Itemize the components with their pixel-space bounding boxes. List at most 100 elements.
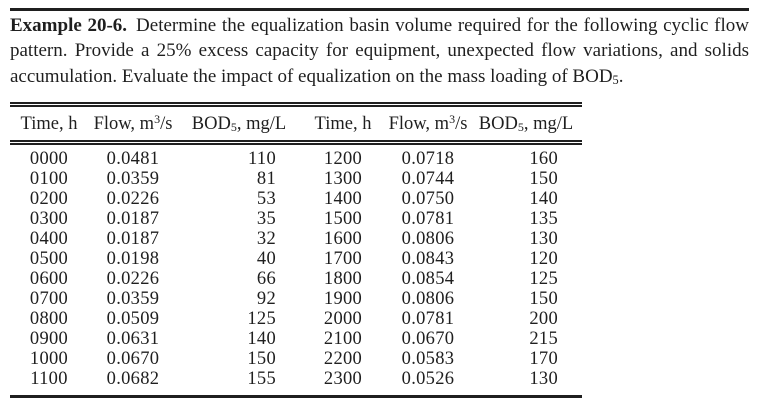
table-cell: 150 xyxy=(529,169,558,189)
flow-data-table: Time, h Flow, m3/s BOD5, mg/L Time, h Fl… xyxy=(10,102,582,398)
table-cell: 215 xyxy=(529,329,558,349)
table-row: 0800 0.0509 125 2000 0.0781 200 xyxy=(10,309,582,329)
table-row: 0000 0.0481 110 1200 0.0718 160 xyxy=(10,143,582,170)
table-cell: 110 xyxy=(248,149,276,169)
table-cell: 155 xyxy=(247,369,276,389)
table-cell: 0.0843 xyxy=(401,249,455,269)
table-cell: 0.0631 xyxy=(106,329,160,349)
col-header-flow-1: Flow, m3/s xyxy=(88,105,178,143)
col-header-time-1: Time, h xyxy=(10,105,88,143)
table-cell: 2200 xyxy=(323,349,363,369)
table-cell: 150 xyxy=(247,349,276,369)
flow-header-label: Flow, m xyxy=(93,114,155,134)
table-cell: 0.0226 xyxy=(106,269,160,289)
table-header-row: Time, h Flow, m3/s BOD5, mg/L Time, h Fl… xyxy=(10,104,582,143)
table-cell: 0.0718 xyxy=(401,149,455,169)
table-cell: 1100 xyxy=(30,369,68,389)
example-text: Determine the equalization basin volume … xyxy=(10,15,749,87)
table-row: 0400 0.0187 32 1600 0.0806 130 xyxy=(10,229,582,249)
table-cell: 2300 xyxy=(323,369,363,389)
flow-unit-exponent: 3 xyxy=(449,112,456,126)
table-cell: 0.0481 xyxy=(106,149,160,169)
table-cell: 0200 xyxy=(29,189,69,209)
table-cell: 1800 xyxy=(323,269,363,289)
table-cell: 140 xyxy=(247,329,276,349)
table-row: 0600 0.0226 66 1800 0.0854 125 xyxy=(10,269,582,289)
table-cell: 130 xyxy=(529,369,558,389)
table-cell: 0.0509 xyxy=(106,309,160,329)
table-cell: 0000 xyxy=(29,149,69,169)
col-header-flow-2: Flow, m3/s xyxy=(386,105,470,143)
table-cell: 0.0187 xyxy=(106,209,160,229)
table-row: 0900 0.0631 140 2100 0.0670 215 xyxy=(10,329,582,349)
table-cell: 125 xyxy=(529,269,558,289)
bod-header-unit: , mg/L xyxy=(523,114,574,134)
table-cell: 130 xyxy=(529,229,558,249)
table-cell: 0.0359 xyxy=(106,289,160,309)
table-cell: 0.0854 xyxy=(401,269,455,289)
table-cell: 53 xyxy=(256,189,276,209)
table-cell: 0.0198 xyxy=(106,249,160,269)
table-cell: 0.0744 xyxy=(401,169,455,189)
example-text-end: . xyxy=(618,65,624,87)
table-cell: 32 xyxy=(256,229,276,249)
table-row: 1100 0.0682 155 2300 0.0526 130 xyxy=(10,369,582,397)
bod-header-label: BOD xyxy=(478,114,518,134)
flow-header-label: Flow, m xyxy=(388,114,450,134)
bod-header-label: BOD xyxy=(191,114,231,134)
table-cell: 200 xyxy=(529,309,558,329)
table-row: 0100 0.0359 81 1300 0.0744 150 xyxy=(10,169,582,189)
example-paragraph: Example 20-6. Determine the equalization … xyxy=(10,13,749,89)
table-cell: 1600 xyxy=(323,229,363,249)
table-cell: 0400 xyxy=(29,229,69,249)
table-cell: 0.0583 xyxy=(401,349,455,369)
time-header-label: Time, h xyxy=(314,114,372,134)
table-cell: 125 xyxy=(247,309,276,329)
table-cell: 1500 xyxy=(323,209,363,229)
bod-header-subscript: 5 xyxy=(517,120,524,135)
table-cell: 0.0526 xyxy=(401,369,455,389)
table-cell: 0.0670 xyxy=(401,329,455,349)
table-cell: 160 xyxy=(529,149,558,169)
table-cell: 0.0781 xyxy=(401,209,455,229)
table-cell: 0.0682 xyxy=(106,369,160,389)
table-cell: 120 xyxy=(529,249,558,269)
table-cell: 170 xyxy=(529,349,558,369)
flow-header-unit: /s xyxy=(160,114,173,134)
table-cell: 92 xyxy=(256,289,276,309)
flow-header-unit: /s xyxy=(455,114,468,134)
table-cell: 0.0670 xyxy=(106,349,160,369)
table-cell: 81 xyxy=(256,169,276,189)
table-cell: 0.0187 xyxy=(106,229,160,249)
flow-unit-exponent: 3 xyxy=(154,112,161,126)
table-row: 0300 0.0187 35 1500 0.0781 135 xyxy=(10,209,582,229)
table-cell: 0700 xyxy=(29,289,69,309)
table-cell: 1000 xyxy=(29,349,69,369)
table-cell: 0.0781 xyxy=(401,309,455,329)
table-cell: 1900 xyxy=(323,289,363,309)
table-cell: 0.0226 xyxy=(106,189,160,209)
table-cell: 0.0806 xyxy=(401,289,455,309)
table-cell: 0600 xyxy=(29,269,69,289)
bod-subscript: 5 xyxy=(612,72,619,87)
table-cell: 1200 xyxy=(323,149,363,169)
col-header-time-2: Time, h xyxy=(300,105,386,143)
table-cell: 2100 xyxy=(323,329,363,349)
table-cell: 0800 xyxy=(29,309,69,329)
table-cell: 0900 xyxy=(29,329,69,349)
bod-header-unit: , mg/L xyxy=(236,114,287,134)
table-cell: 35 xyxy=(256,209,276,229)
col-header-bod-2: BOD5, mg/L xyxy=(470,105,582,143)
table-cell: 1700 xyxy=(323,249,363,269)
table-cell: 0.0806 xyxy=(401,229,455,249)
table-cell: 40 xyxy=(256,249,276,269)
time-header-label: Time, h xyxy=(20,114,78,134)
table-cell: 0.0359 xyxy=(106,169,160,189)
table-row: 0500 0.0198 40 1700 0.0843 120 xyxy=(10,249,582,269)
table-row: 0700 0.0359 92 1900 0.0806 150 xyxy=(10,289,582,309)
table-cell: 0500 xyxy=(29,249,69,269)
bod-header-subscript: 5 xyxy=(230,120,237,135)
table-cell: 66 xyxy=(256,269,276,289)
example-label: Example 20-6. xyxy=(10,15,128,36)
